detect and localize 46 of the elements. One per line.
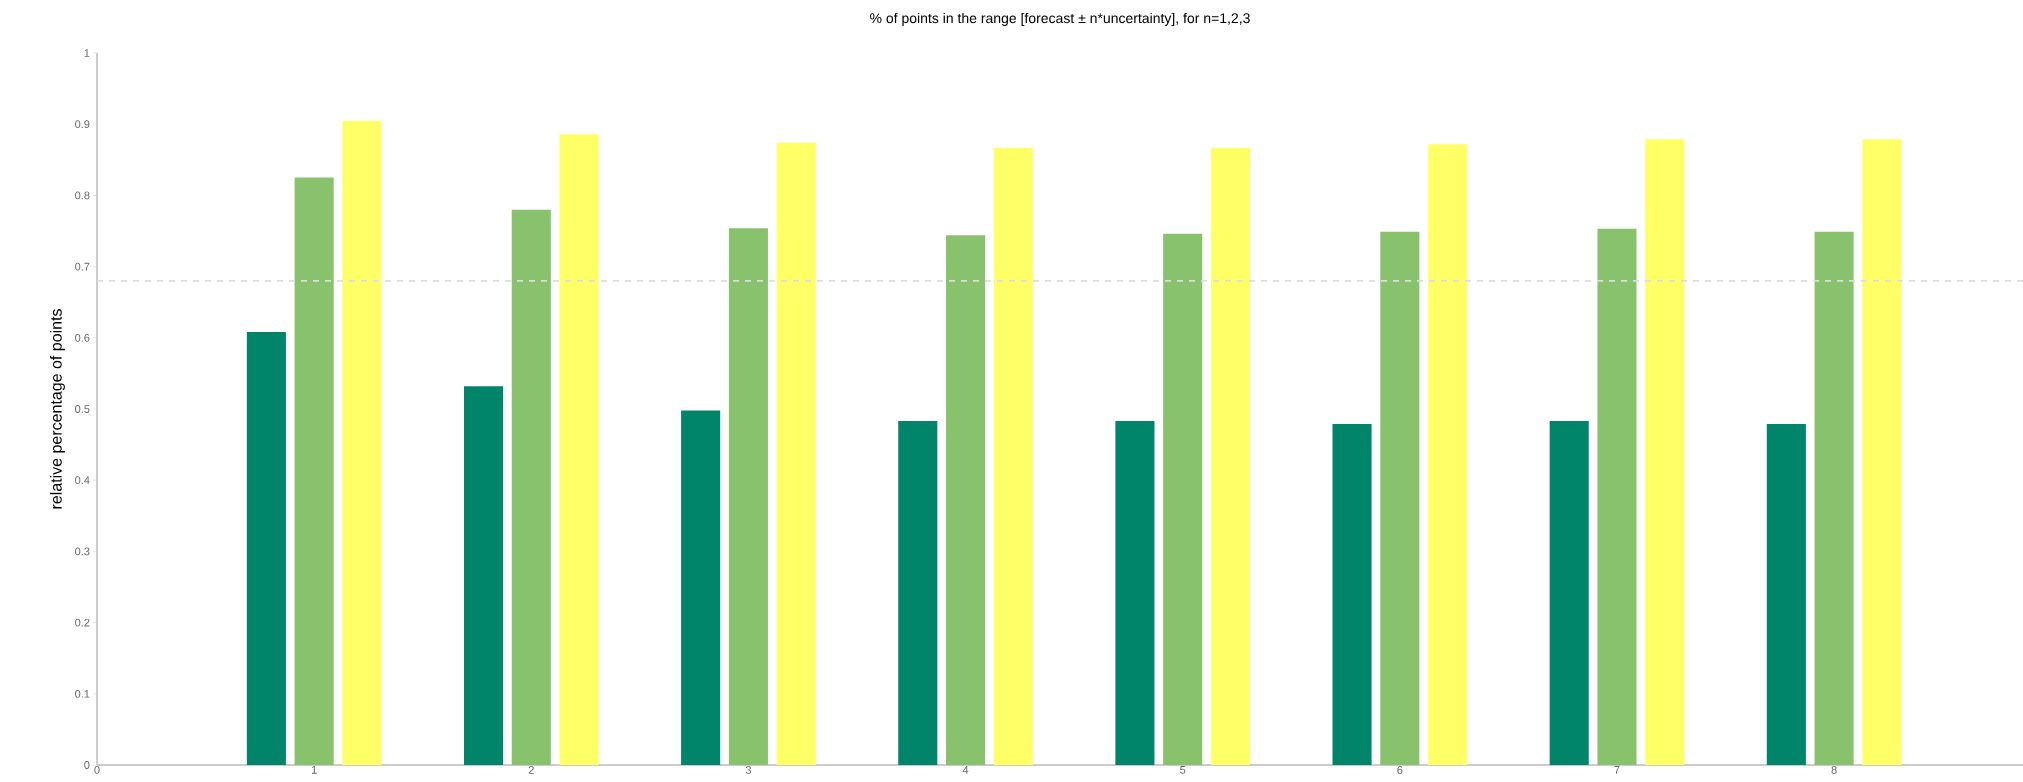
bar	[463, 386, 504, 765]
bar	[1597, 228, 1637, 765]
x-tick-label: 5	[1180, 766, 1186, 774]
bar	[728, 228, 768, 765]
bar	[1210, 147, 1251, 765]
bar	[246, 332, 286, 765]
x-tick-label: 3	[745, 766, 751, 774]
bar	[342, 120, 382, 765]
bar	[1766, 423, 1806, 765]
x-tick-label: 4	[962, 766, 969, 774]
x-tick-label: 0	[94, 766, 100, 774]
bar	[1549, 421, 1589, 765]
y-tick-label: 1	[84, 49, 90, 57]
y-tick-label: 0.9	[75, 120, 90, 129]
bar	[946, 235, 986, 765]
bar	[993, 147, 1033, 765]
x-tick-label: 1	[311, 766, 317, 774]
x-tick-label: 2	[528, 766, 534, 774]
y-tick-label: 0.6	[75, 333, 90, 342]
bar	[1115, 421, 1155, 765]
y-tick-label: 0.2	[75, 618, 90, 627]
x-tick-label: 8	[1831, 766, 1837, 774]
x-tick-label: 7	[1614, 766, 1620, 774]
y-tick-label: 0.8	[75, 191, 90, 200]
bar	[1380, 231, 1420, 765]
y-tick-label: 0.4	[75, 476, 90, 485]
y-tick-label: 0	[84, 761, 90, 769]
bar	[1163, 233, 1203, 765]
bar	[1428, 144, 1468, 765]
y-tick-label: 0.5	[75, 405, 90, 413]
y-tick-label: 0.3	[75, 547, 90, 556]
bar	[681, 410, 721, 765]
bar	[1645, 139, 1685, 765]
y-tick-label: 0.7	[75, 262, 90, 271]
bar	[1814, 231, 1854, 765]
bar	[559, 134, 599, 765]
x-tick-label: 6	[1397, 766, 1403, 774]
bar	[294, 177, 334, 765]
bar	[511, 209, 551, 765]
bar	[1862, 139, 1902, 765]
bar	[1332, 423, 1372, 765]
y-tick-label: 0.1	[75, 689, 90, 698]
bar	[898, 421, 938, 765]
chart-title: % of points in the range [forecast ± n*uncertainty], for n=1,2,3	[870, 12, 1250, 26]
bar	[776, 142, 816, 765]
y-axis-title: relative percentage of points	[49, 309, 65, 509]
